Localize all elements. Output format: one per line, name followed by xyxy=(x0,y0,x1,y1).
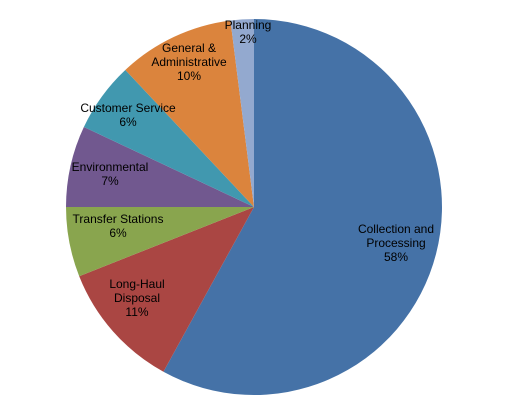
pie-slice-collection-and-processing xyxy=(163,19,442,395)
slice-label-general-administrative: General & Administrative 10% xyxy=(151,41,227,83)
slice-percent-label: 6% xyxy=(109,226,127,240)
slice-percent-label: 58% xyxy=(384,250,408,264)
slice-label-transfer-stations: Transfer Stations 6% xyxy=(73,212,164,240)
slice-name-label: Customer Service xyxy=(80,101,176,115)
slice-percent-label: 2% xyxy=(239,32,257,46)
slice-label-customer-service: Customer Service 6% xyxy=(80,101,176,129)
slice-percent-label: 7% xyxy=(101,174,119,188)
slice-label-long-haul-disposal: Long-Haul Disposal 11% xyxy=(109,277,164,319)
slice-percent-label: 10% xyxy=(177,69,201,83)
pie-slice-environmental xyxy=(66,126,254,207)
slice-percent-label: 11% xyxy=(125,305,148,319)
slice-name-label: Transfer Stations xyxy=(73,212,164,226)
pie-slice-transfer-stations xyxy=(66,207,254,277)
slice-name-label: Collection and xyxy=(358,222,434,236)
pie-slice-general-administrative xyxy=(125,20,254,208)
slice-name-label: Environmental xyxy=(72,160,149,174)
pie-slice-long-haul-disposal xyxy=(79,207,254,372)
slice-name-label: Administrative xyxy=(151,55,227,69)
slice-name-label: Disposal xyxy=(114,291,160,305)
slice-name-label: Long-Haul xyxy=(109,277,164,291)
slice-label-planning: Planning 2% xyxy=(225,18,272,46)
slice-name-label: General & xyxy=(162,41,216,55)
pie-slices xyxy=(66,18,442,395)
slice-label-collection-and-processing: Collection and Processing 58% xyxy=(358,222,434,264)
slice-label-environmental: Environmental 7% xyxy=(72,160,149,188)
slice-name-label: Planning xyxy=(225,18,272,32)
slice-name-label: Processing xyxy=(366,236,425,250)
slice-percent-label: 6% xyxy=(119,115,137,129)
pie-labels: Collection and Processing 58% Long-Haul Disp… xyxy=(72,18,434,319)
pie-slice-planning xyxy=(230,18,254,207)
pie-slice-customer-service xyxy=(83,69,254,207)
